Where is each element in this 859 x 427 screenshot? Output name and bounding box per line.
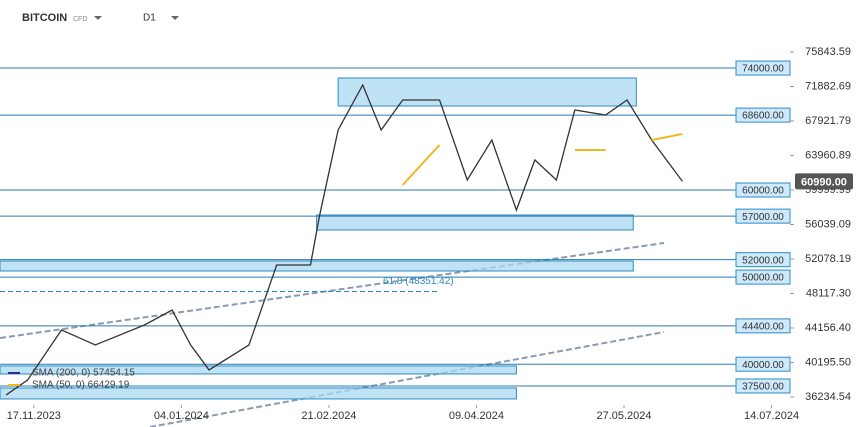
level-label: 50000.00 — [742, 273, 784, 284]
interval[interactable]: D1 — [143, 13, 156, 24]
y-tick-label: 67921.79 — [805, 115, 851, 127]
fib-label: 61.8 (48351.42) — [383, 276, 454, 287]
x-tick-label: 04.01.2024 — [154, 410, 209, 422]
legend-entry: SMA (200, 0) 57454.15 — [32, 368, 135, 379]
level-label: 68600.00 — [742, 111, 784, 122]
level-label: 74000.00 — [742, 64, 784, 75]
symbol[interactable]: BITCOIN — [22, 12, 67, 24]
last-price-label: 60990.00 — [801, 176, 847, 188]
kind: CFD — [73, 16, 87, 23]
x-tick-label: 14.07.2024 — [744, 410, 799, 422]
level-label-bg — [735, 208, 791, 224]
level-label-bg — [735, 378, 791, 394]
level-label: 60000.00 — [742, 186, 784, 197]
y-tick-label: 36234.54 — [805, 391, 851, 403]
dropdown-icon[interactable] — [171, 16, 179, 20]
level-label: 44400.00 — [742, 322, 784, 333]
level-label-bg — [735, 60, 791, 76]
y-tick-label: 44156.40 — [805, 322, 851, 334]
level-label: 37500.00 — [742, 382, 784, 393]
zone — [0, 365, 517, 375]
level-label: 40000.00 — [742, 360, 784, 371]
x-tick-label: 17.11.2023 — [7, 410, 61, 422]
y-tick-label: 56039.09 — [805, 218, 851, 230]
zone — [337, 77, 637, 107]
level-label-bg — [735, 107, 791, 123]
level-label-bg — [735, 252, 791, 268]
plot: 74000.00 68600.00 60000.00 57000.00 52000.00… — [0, 60, 791, 400]
x-tick-label: 27.05.2024 — [596, 410, 651, 422]
level-label-bg — [735, 269, 791, 285]
x-tick-label: 21.02.2024 — [301, 410, 356, 422]
last-price-bg — [795, 173, 853, 190]
level-label-bg — [735, 356, 791, 372]
y-tick-label: 52078.19 — [805, 253, 851, 265]
zone — [316, 214, 634, 231]
zone — [0, 387, 517, 400]
dropdown-icon[interactable] — [94, 16, 102, 20]
level-label-bg — [735, 318, 791, 334]
legend-entry: SMA (50, 0) 66429.19 — [32, 380, 130, 391]
y-tick-label: 40195.50 — [805, 356, 851, 368]
x-tick-label: 09.04.2024 — [449, 410, 504, 422]
level-label: 57000.00 — [742, 212, 784, 223]
level-label: 52000.00 — [742, 255, 784, 266]
y-tick-label: 63960.89 — [805, 149, 851, 161]
y-tick-label: 71882.69 — [805, 80, 851, 92]
series-line — [401, 133, 683, 186]
y-tick-label: 75843.59 — [805, 46, 851, 58]
header-bg — [0, 0, 220, 30]
trend-line — [149, 331, 665, 427]
zone — [0, 260, 634, 272]
trend-line — [0, 242, 665, 339]
y-tick-label: 48117.30 — [806, 287, 851, 299]
series-line — [5, 83, 683, 396]
